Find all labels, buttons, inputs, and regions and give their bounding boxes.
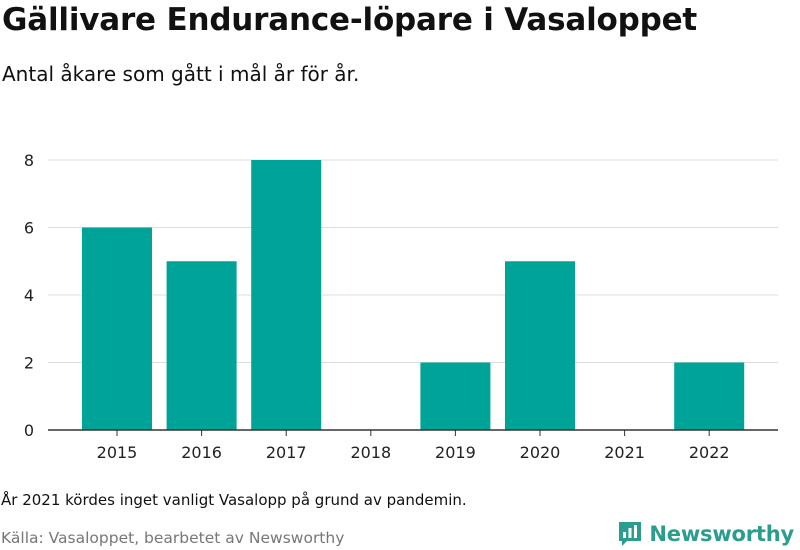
footnote: År 2021 kördes inget vanligt Vasalopp på… [1, 491, 467, 509]
x-tick-label: 2020 [520, 443, 561, 462]
chart-subtitle: Antal åkare som gått i mål år för år. [2, 62, 360, 86]
x-tick-label: 2015 [97, 443, 138, 462]
bar-2019 [420, 362, 491, 430]
x-tick-label: 2021 [604, 443, 645, 462]
newsworthy-logo-icon [619, 522, 642, 546]
y-tick-label: 8 [24, 151, 34, 170]
x-tick-label: 2018 [350, 443, 391, 462]
y-tick-label: 0 [24, 421, 34, 440]
x-tick-label: 2017 [266, 443, 307, 462]
source-credit: Källa: Vasaloppet, bearbetet av Newswort… [1, 529, 345, 547]
y-tick-label: 6 [24, 219, 34, 238]
brand-name: Newsworthy [649, 522, 794, 546]
y-tick-label: 4 [24, 286, 34, 305]
bar-2017 [251, 160, 322, 430]
bar-2015 [82, 227, 152, 430]
x-tick-label: 2016 [181, 443, 222, 462]
bar-2022 [674, 362, 745, 430]
y-tick-label: 2 [24, 354, 34, 373]
brand-logo: Newsworthy [617, 520, 794, 548]
chart-title: Gällivare Endurance-löpare i Vasaloppet [2, 2, 698, 38]
x-tick-label: 2019 [435, 443, 476, 462]
bar-2016 [166, 261, 237, 430]
x-tick-label: 2022 [689, 443, 730, 462]
bar-2020 [505, 261, 575, 430]
